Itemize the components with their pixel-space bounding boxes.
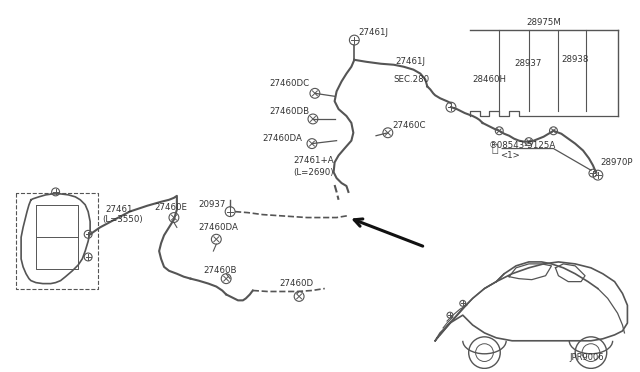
Text: 27461+A: 27461+A [293, 156, 334, 165]
Text: 27460DC: 27460DC [269, 79, 310, 88]
Text: (L=3550): (L=3550) [102, 215, 143, 224]
Text: 28975M: 28975M [526, 18, 561, 27]
Text: 27460E: 27460E [154, 203, 188, 212]
Text: <1>: <1> [500, 151, 520, 160]
Text: 27460D: 27460D [280, 279, 314, 288]
Text: 27460DA: 27460DA [262, 134, 303, 143]
Text: 20937: 20937 [198, 200, 226, 209]
Text: 28938: 28938 [561, 55, 589, 64]
Text: 27460DB: 27460DB [269, 106, 310, 116]
Text: 28970P: 28970P [601, 158, 634, 167]
Text: JPR9006: JPR9006 [569, 353, 604, 362]
Text: 27460C: 27460C [393, 121, 426, 130]
Text: 27460DA: 27460DA [198, 223, 239, 232]
Text: SEC.280: SEC.280 [394, 75, 430, 84]
Text: 27461J: 27461J [396, 57, 426, 66]
Text: 27460B: 27460B [204, 266, 237, 275]
Text: (L=2690): (L=2690) [293, 168, 333, 177]
Text: 28460H: 28460H [472, 75, 507, 84]
Text: 27461J: 27461J [358, 28, 388, 37]
Text: 27461: 27461 [105, 205, 132, 214]
Text: 28937: 28937 [514, 59, 541, 68]
Text: Ⓢ: Ⓢ [491, 144, 498, 154]
Text: ®08543-5125A: ®08543-5125A [488, 141, 556, 150]
